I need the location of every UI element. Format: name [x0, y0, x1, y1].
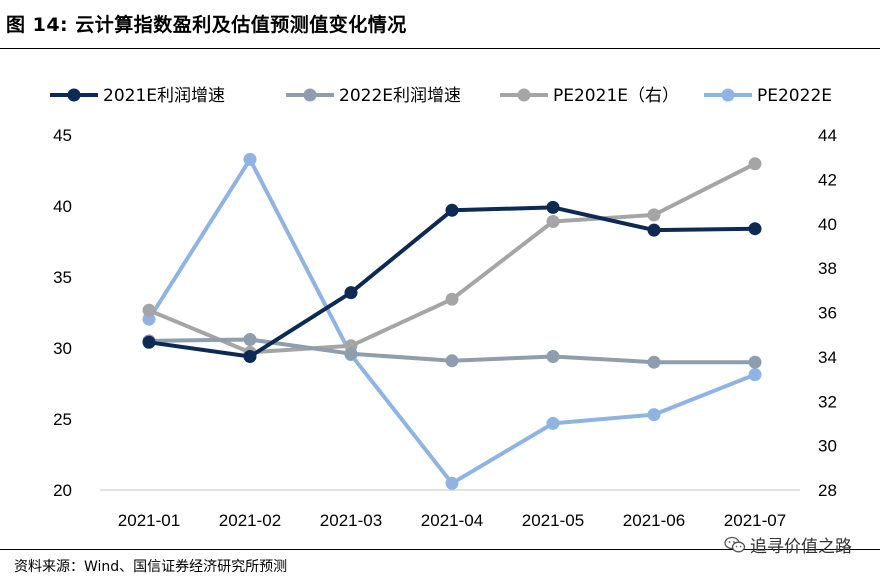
- data-point: [445, 354, 459, 368]
- y-left-tick-label: 25: [53, 410, 72, 429]
- y-right-tick-label: 34: [818, 348, 837, 367]
- data-point: [748, 157, 762, 171]
- legend-label: PE2021E（右）: [553, 86, 679, 106]
- y-right-tick-label: 30: [818, 437, 837, 456]
- x-tick-label: 2021-06: [623, 511, 685, 530]
- data-point: [748, 355, 762, 369]
- y-right-tick-label: 32: [818, 392, 837, 411]
- data-point: [142, 335, 156, 349]
- x-tick-label: 2021-03: [320, 511, 382, 530]
- y-left-tick-label: 45: [53, 126, 72, 145]
- source-note: 资料来源：Wind、国信证券经济研究所预测: [14, 559, 288, 575]
- legend-label: 2022E利润增速: [339, 86, 461, 106]
- legend-label: PE2022E: [757, 86, 832, 106]
- data-point: [546, 200, 560, 214]
- data-point: [142, 312, 156, 326]
- x-tick-label: 2021-05: [522, 511, 584, 530]
- watermark: 追寻价值之路: [724, 532, 852, 557]
- figure-title: 图 14: 云计算指数盈利及估值预测值变化情况: [6, 14, 407, 36]
- y-right-tick-label: 40: [818, 215, 837, 234]
- data-point: [142, 303, 156, 317]
- legend-swatch-marker: [721, 88, 735, 102]
- series-line: [148, 205, 756, 359]
- data-point: [647, 355, 661, 369]
- line-chart: 2021E利润增速 2022E利润增速 PE2021E（右） PE2022E 20 25…: [50, 86, 837, 530]
- y-right-tick-label: 38: [818, 259, 837, 278]
- data-point: [344, 347, 358, 361]
- x-tick-label: 2021-04: [421, 511, 483, 530]
- data-point: [344, 286, 358, 300]
- series-line: [148, 162, 756, 355]
- title-divider: [0, 48, 880, 49]
- y-left-tick-label: 30: [53, 339, 72, 358]
- y-right-tick-label: 44: [818, 126, 837, 145]
- source-divider: [0, 549, 880, 550]
- data-point: [243, 152, 257, 166]
- data-point: [748, 222, 762, 236]
- watermark-text: 追寻价值之路: [750, 537, 852, 557]
- x-tick-label: 2021-02: [219, 511, 281, 530]
- y-left-tick-label: 35: [53, 268, 72, 287]
- legend-swatch-marker: [67, 88, 81, 102]
- legend-swatch-marker: [303, 88, 317, 102]
- data-point: [647, 223, 661, 237]
- data-point: [748, 368, 762, 382]
- data-point: [647, 408, 661, 422]
- wechat-icon: [724, 536, 746, 552]
- data-point: [546, 350, 560, 363]
- chart-axes: 20 25 30 35 40 45 28 30 32 34 36 38 40 42 44 2021-01 202…: [53, 126, 837, 530]
- y-left-tick-label: 20: [53, 481, 72, 500]
- chart-plot-area: [142, 152, 762, 490]
- data-point: [445, 292, 459, 306]
- data-point: [445, 203, 459, 217]
- legend-swatch-marker: [517, 88, 531, 102]
- data-point: [546, 215, 560, 228]
- data-point: [546, 416, 560, 430]
- y-right-tick-label: 36: [818, 304, 837, 323]
- chart-legend: 2021E利润增速 2022E利润增速 PE2021E（右） PE2022E: [50, 86, 832, 106]
- data-point: [445, 476, 459, 490]
- data-point: [243, 350, 257, 363]
- y-right-tick-label: 28: [818, 481, 837, 500]
- data-point: [243, 333, 257, 346]
- y-left-tick-label: 40: [53, 197, 72, 216]
- legend-label: 2021E利润增速: [103, 86, 225, 106]
- data-point: [647, 208, 661, 222]
- x-tick-label: 2021-07: [724, 511, 786, 530]
- y-right-tick-label: 42: [818, 170, 837, 189]
- x-tick-label: 2021-01: [118, 511, 180, 530]
